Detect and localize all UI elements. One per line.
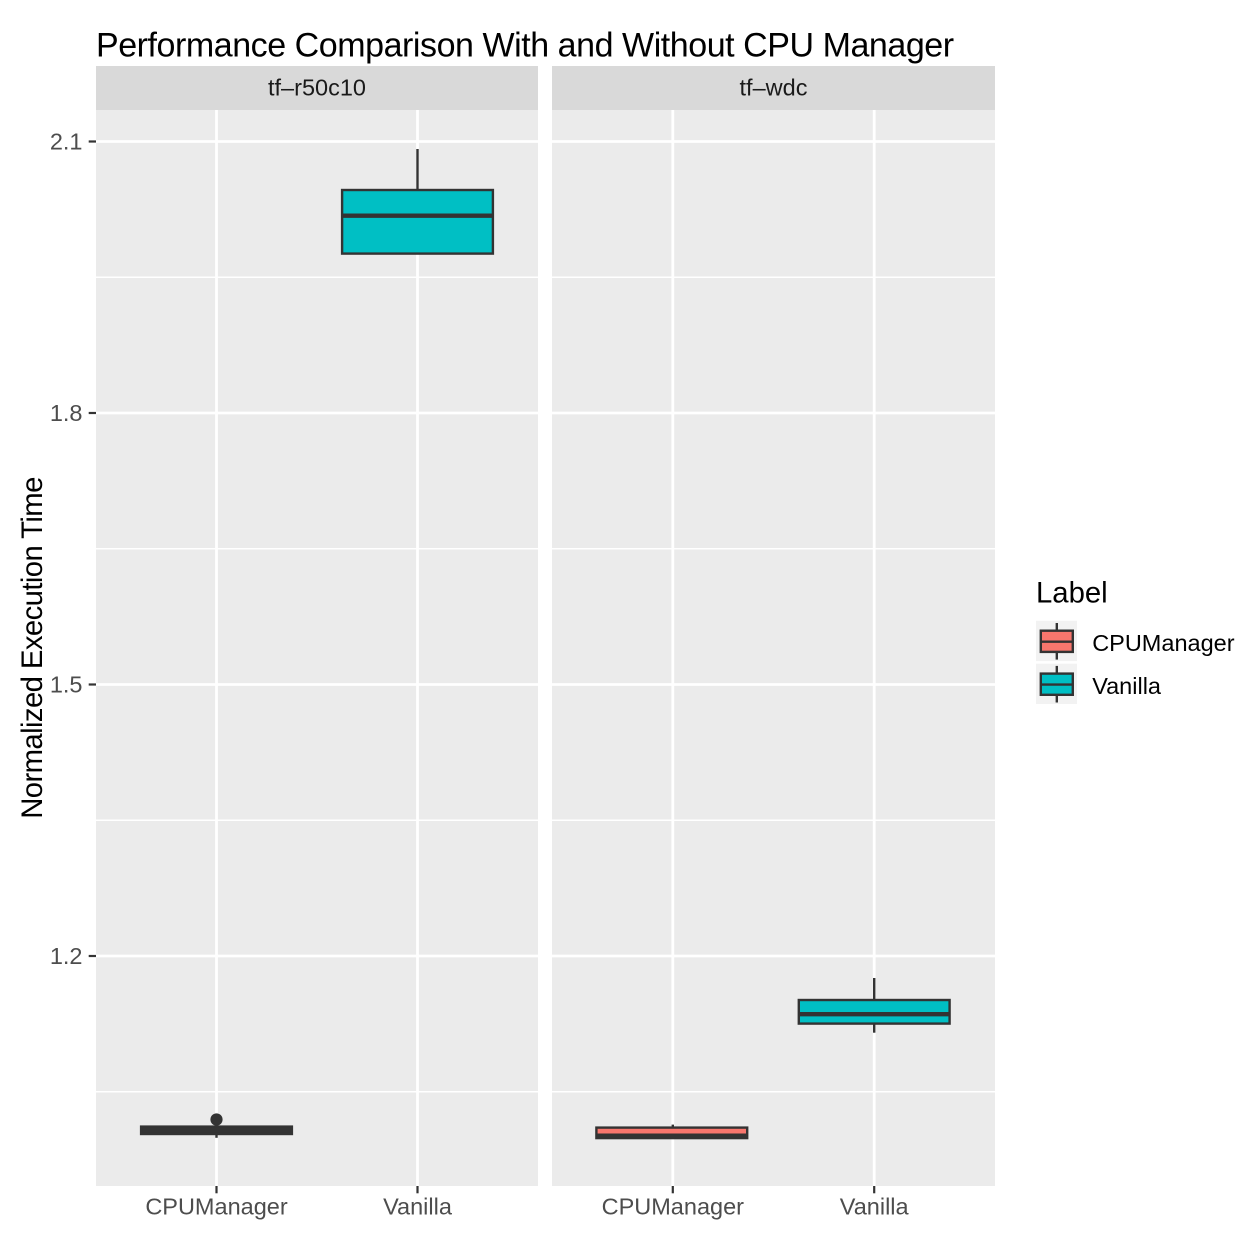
svg-text:CPUManager: CPUManager: [1092, 630, 1235, 656]
svg-text:Performance Comparison With an: Performance Comparison With and Without …: [96, 27, 954, 65]
svg-text:tf–r50c10: tf–r50c10: [268, 75, 366, 101]
svg-text:Vanilla: Vanilla: [1092, 673, 1162, 699]
svg-text:Normalized Execution Time: Normalized Execution Time: [16, 477, 49, 819]
svg-text:1.8: 1.8: [50, 400, 83, 426]
svg-text:Label: Label: [1036, 577, 1108, 610]
svg-text:Vanilla: Vanilla: [840, 1194, 910, 1220]
svg-text:CPUManager: CPUManager: [602, 1194, 745, 1220]
svg-text:1.5: 1.5: [50, 672, 83, 698]
svg-text:2.1: 2.1: [50, 129, 83, 155]
svg-text:tf–wdc: tf–wdc: [740, 75, 808, 101]
svg-text:1.2: 1.2: [50, 943, 83, 969]
svg-text:CPUManager: CPUManager: [145, 1194, 288, 1220]
svg-text:Vanilla: Vanilla: [383, 1194, 453, 1220]
